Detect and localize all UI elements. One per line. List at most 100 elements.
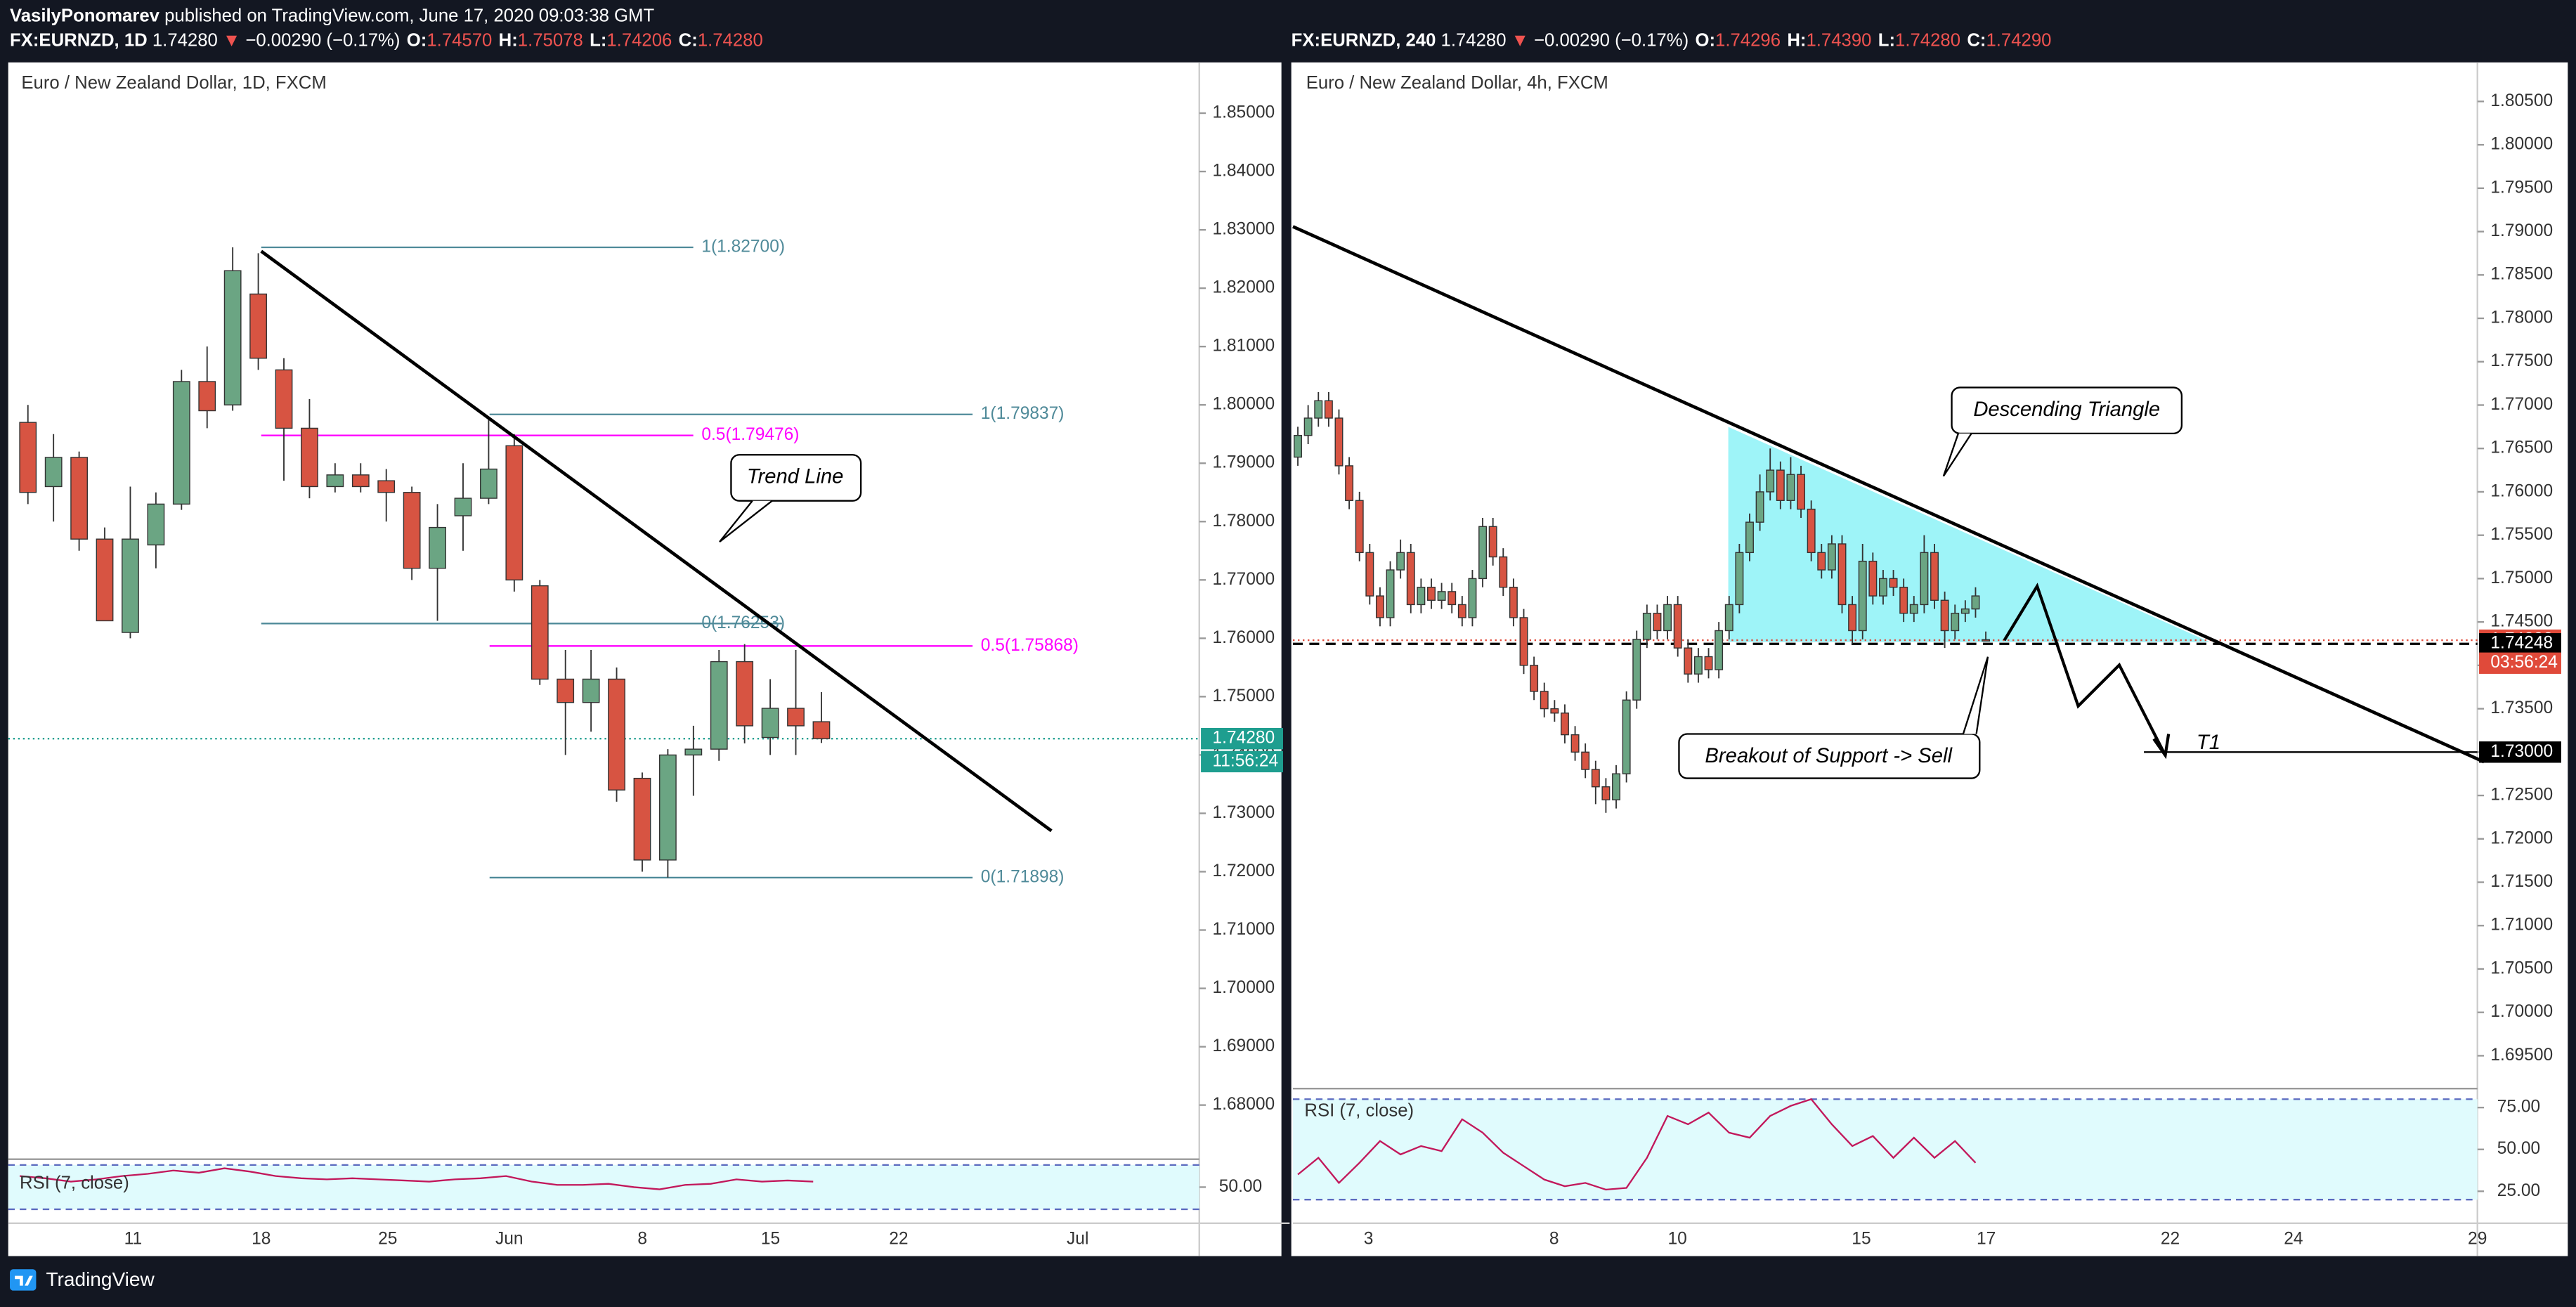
- candle-body: [1334, 417, 1344, 467]
- annotation: T1: [2197, 731, 2220, 754]
- candle-body: [122, 538, 139, 633]
- footer-brand: TradingView: [46, 1268, 155, 1290]
- candle-body: [1612, 773, 1620, 800]
- candle-body: [1570, 734, 1580, 753]
- candle-body: [1982, 639, 1991, 642]
- arrow: ▼: [1511, 30, 1529, 50]
- price-tag-label: 1.74280: [1212, 729, 1275, 748]
- author: VasilyPonomarev: [10, 6, 160, 25]
- y-tick-label: 1.77500: [2490, 351, 2553, 370]
- candle-body: [1899, 587, 1908, 614]
- y-tick-label: 1.72000: [1212, 861, 1275, 880]
- price: 1.74280: [152, 30, 218, 50]
- x-tick-label: 17: [1977, 1230, 1996, 1249]
- candle-body: [1920, 552, 1929, 606]
- rsi-tick-label: 50.00: [1219, 1177, 1262, 1196]
- candle-body: [1417, 587, 1426, 606]
- fib-label: 1(1.82700): [701, 238, 785, 256]
- candle-body: [1878, 578, 1887, 597]
- candle-body: [1807, 508, 1816, 554]
- y-tick-label: 1.69500: [2490, 1046, 2553, 1065]
- y-tick-label: 1.70000: [2490, 1002, 2553, 1021]
- price: 1.74280: [1441, 30, 1507, 50]
- y-tick-label: 1.76000: [2490, 481, 2553, 500]
- arrow-head: [2152, 734, 2171, 760]
- panel: [8, 62, 1282, 1256]
- candle-body: [1786, 474, 1795, 501]
- candle-body: [1499, 556, 1508, 588]
- symbol-line: FX:EURNZD, 240 1.74280 ▼ −0.00290 (−0.17%)…: [1292, 30, 2052, 50]
- candle-body: [1478, 526, 1488, 580]
- y-tick-label: 1.84000: [1212, 162, 1275, 181]
- candle-body: [275, 369, 293, 429]
- candle-body: [787, 708, 805, 727]
- candle-body: [1540, 691, 1549, 710]
- y-tick-label: 1.71500: [2490, 872, 2553, 891]
- panel: [1291, 62, 2568, 1256]
- y-tick-label: 1.72500: [2490, 786, 2553, 805]
- y-tick-label: 1.71000: [1212, 920, 1275, 939]
- candle-body: [1448, 591, 1457, 606]
- x-tick-label: 24: [2284, 1230, 2303, 1249]
- candle-body: [1396, 552, 1405, 571]
- candle-body: [1530, 665, 1539, 692]
- y-tick-label: 1.81000: [1212, 337, 1275, 356]
- candle-body: [1375, 595, 1384, 618]
- x-tick-label: 15: [1852, 1230, 1871, 1249]
- candle-body: [1294, 434, 1302, 458]
- rsi-label: RSI (7, close): [20, 1173, 129, 1193]
- projection: [2003, 583, 2167, 756]
- footer-logo: [10, 1269, 37, 1291]
- rsi-band: [8, 1164, 1199, 1209]
- callout-tail: [1962, 656, 1989, 734]
- y-tick-label: 1.80000: [2490, 135, 2553, 154]
- x-tick-label: 18: [252, 1230, 271, 1249]
- candle-body: [1345, 465, 1354, 501]
- candle-body: [1776, 469, 1785, 501]
- candle-body: [505, 445, 523, 581]
- trend-line: [1292, 225, 2485, 764]
- ohlc-value: 1.74280: [1895, 30, 1960, 50]
- candle-body: [633, 777, 651, 861]
- candle-body: [1735, 552, 1744, 606]
- ohlc-label: O:: [1695, 30, 1715, 50]
- y-tick-label: 1.75500: [2490, 525, 2553, 544]
- y-tick-label: 1.78000: [2490, 308, 2553, 327]
- candle-body: [480, 468, 497, 499]
- candle-body: [1550, 708, 1559, 714]
- symbol: FX:EURNZD, 1D: [10, 30, 148, 50]
- x-tick-label: 25: [378, 1230, 397, 1249]
- y-tick-label: 1.85000: [1212, 103, 1275, 122]
- candle-body: [1724, 604, 1733, 632]
- rsi-tick-label: 75.00: [2497, 1098, 2540, 1117]
- callout-tail: [1942, 433, 1972, 477]
- candle-body: [1355, 500, 1364, 554]
- ohlc-label: O:: [407, 30, 427, 50]
- x-tick-label: 22: [2161, 1230, 2180, 1249]
- candle-body: [1797, 474, 1806, 510]
- candle-body: [1715, 630, 1724, 670]
- candle-body: [1427, 587, 1436, 601]
- rsi-line: [19, 1167, 814, 1190]
- x-tick-label: Jun: [495, 1230, 523, 1249]
- candle-body: [1848, 604, 1857, 632]
- candle-body: [1303, 417, 1313, 436]
- ohlc-label: C:: [679, 30, 698, 50]
- y-tick-label: 1.80500: [2490, 91, 2553, 110]
- y-tick-label: 1.82000: [1212, 278, 1275, 297]
- ohlc-value: 1.74290: [1986, 30, 2052, 50]
- candle-body: [172, 381, 190, 505]
- candle-body: [684, 748, 703, 756]
- rsi-tick-label: 50.00: [2497, 1139, 2540, 1158]
- candle-body: [761, 708, 779, 739]
- candle-body: [301, 427, 318, 488]
- x-tick-label: 10: [1667, 1230, 1686, 1249]
- x-tick-label: 15: [761, 1230, 780, 1249]
- countdown: 11:56:24: [1212, 751, 1278, 770]
- candle-body: [1324, 400, 1333, 419]
- candle-body: [1591, 769, 1600, 788]
- candle-body: [1684, 647, 1693, 675]
- candle-body: [1406, 552, 1415, 606]
- y-tick-label: 1.76500: [2490, 438, 2553, 457]
- candle-body: [582, 678, 600, 703]
